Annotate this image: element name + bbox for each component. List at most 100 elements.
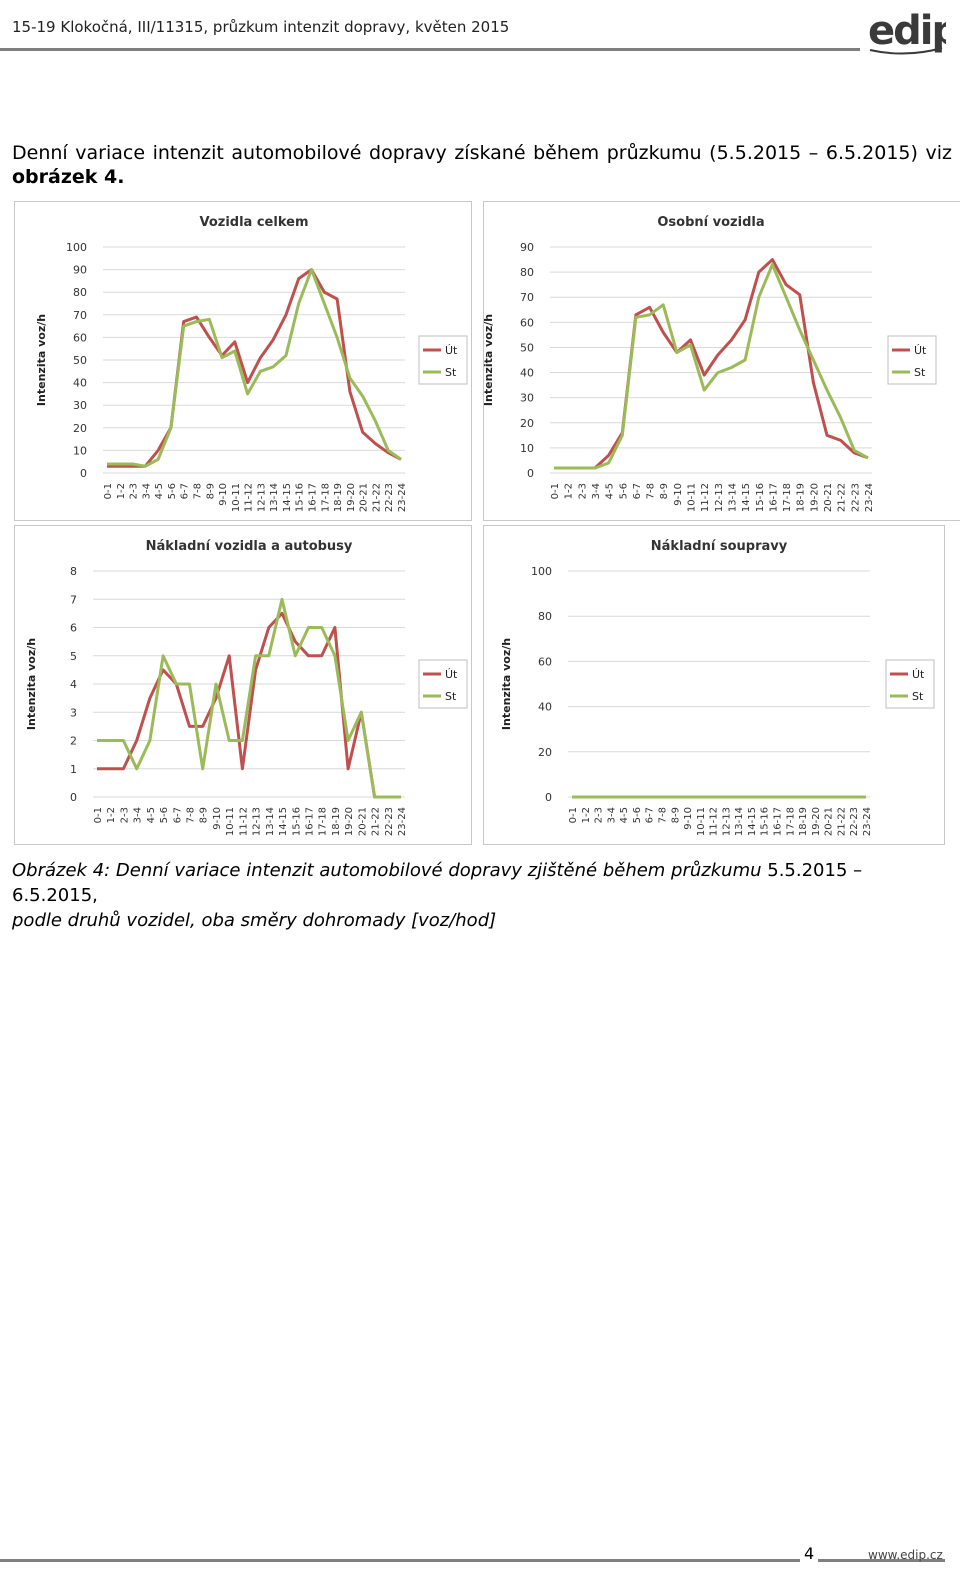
x-tick-label: 3-4	[133, 807, 144, 823]
y-tick-label: 100	[66, 241, 87, 254]
x-tick-label: 0-1	[93, 807, 104, 823]
legend-box	[418, 335, 468, 385]
x-tick-label: 14-15	[278, 807, 289, 836]
x-tick-label: 9-10	[212, 807, 223, 830]
y-tick-label: 0	[80, 467, 87, 480]
x-tick-label: 21-22	[371, 483, 382, 512]
legend-box	[885, 659, 935, 709]
x-tick-label: 5-6	[618, 483, 629, 499]
x-tick-label: 23-24	[397, 807, 408, 836]
y-tick-label: 90	[520, 241, 534, 254]
chart-vozidla-celkem: Vozidla celkem 0 10 20 30 40 50 60 70 80 90 100 Inte…	[14, 201, 472, 521]
x-tick-label: 7-8	[192, 483, 203, 499]
x-tick-label: 11-12	[700, 483, 711, 512]
y-tick-label: 50	[73, 354, 87, 367]
x-tick-label: 3-4	[141, 483, 152, 499]
chart-title: Osobní vozidla	[657, 215, 764, 230]
x-tick-label: 5-6	[159, 807, 170, 823]
y-axis-label: Intenzita voz/h	[25, 638, 38, 730]
y-tick-label: 70	[73, 309, 87, 322]
x-tick-label: 12-13	[252, 807, 263, 836]
x-tick-label: 20-21	[357, 807, 368, 836]
x-tick-label: 15-16	[760, 807, 771, 836]
x-tick-label: 17-18	[782, 483, 793, 512]
x-tick-label: 0-1	[568, 807, 579, 823]
legend-label: St	[914, 366, 926, 379]
x-tick-label: 21-22	[371, 807, 382, 836]
y-tick-label: 0	[545, 791, 552, 804]
x-tick-label: 3-4	[606, 807, 617, 823]
document-header-title: 15-19 Klokočná, III/11315, průzkum inten…	[12, 18, 510, 36]
legend-label: Út	[445, 668, 458, 681]
x-tick-label: 20-21	[824, 807, 835, 836]
y-tick-label: 5	[70, 650, 77, 663]
y-tick-label: 7	[70, 593, 77, 606]
x-tick-label: 14-15	[747, 807, 758, 836]
x-tick-label: 14-15	[741, 483, 752, 512]
x-tick-label: 19-20	[344, 807, 355, 836]
x-tick-label: 4-5	[146, 807, 157, 823]
x-tick-label: 19-20	[346, 483, 357, 512]
x-tick-label: 10-11	[696, 807, 707, 836]
y-tick-label: 2	[70, 735, 77, 748]
y-tick-label: 30	[520, 392, 534, 405]
x-tick-label: 6-7	[180, 483, 191, 499]
chart-svg: Osobní vozidla 0 10 20 30 40 50 60 70 80 90 Intenzi…	[484, 215, 937, 512]
x-tick-label: 5-6	[632, 807, 643, 823]
x-tick-label: 8-9	[205, 483, 216, 499]
x-tick-label: 18-19	[798, 807, 809, 836]
y-tick-label: 60	[520, 316, 534, 329]
series-line-st	[107, 268, 402, 468]
x-tick-label: 23-24	[397, 483, 408, 512]
x-tick-label: 8-9	[199, 807, 210, 823]
x-tick-label: 22-23	[849, 807, 860, 836]
y-tick-label: 40	[538, 701, 552, 714]
x-tick-label: 4-5	[619, 807, 630, 823]
x-tick-label: 16-17	[768, 483, 779, 512]
y-tick-label: 50	[520, 341, 534, 354]
caption-dates: 5.5.2015 – 6.5.2015,	[12, 860, 863, 906]
x-tick-label: 2-3	[119, 807, 130, 823]
series-line-st	[97, 597, 401, 799]
chart-title: Nákladní vozidla a autobusy	[146, 539, 353, 554]
chart-svg: Nákladní soupravy 0 20 40 60 80 100 Intenzita v…	[500, 539, 935, 836]
x-tick-label: 4-5	[605, 483, 616, 499]
x-tick-label: 13-14	[265, 807, 276, 836]
y-tick-label: 100	[531, 565, 552, 578]
y-tick-label: 4	[70, 678, 77, 691]
x-tick-label: 12-13	[721, 807, 732, 836]
x-tick-label: 12-13	[256, 483, 267, 512]
legend-box	[418, 659, 468, 709]
intro-figure-ref: obrázek 4.	[12, 166, 125, 188]
series-line-ut	[107, 268, 402, 468]
x-tick-label: 0-1	[550, 483, 561, 499]
y-tick-label: 90	[73, 264, 87, 277]
y-tick-label: 0	[527, 467, 534, 480]
x-tick-label: 4-5	[154, 483, 165, 499]
x-tick-label: 19-20	[809, 483, 820, 512]
y-tick-label: 20	[538, 746, 552, 759]
y-tick-label: 20	[520, 417, 534, 430]
caption-line-2: podle druhů vozidel, oba směry dohromady…	[12, 910, 497, 931]
caption-text: Obrázek 4: Denní variace intenzit automo…	[12, 860, 762, 881]
y-tick-label: 40	[73, 377, 87, 390]
y-axis-label: Intenzita voz/h	[500, 638, 513, 730]
x-tick-label: 7-8	[186, 807, 197, 823]
y-tick-label: 20	[73, 422, 87, 435]
x-tick-label: 22-23	[384, 483, 395, 512]
x-tick-label: 16-17	[308, 483, 319, 512]
x-tick-label: 11-12	[244, 483, 255, 512]
x-tick-label: 6-7	[645, 807, 656, 823]
chart-osobni-vozidla: Osobní vozidla 0 10 20 30 40 50 60 70 80 90 Intenzi…	[483, 201, 960, 521]
x-tick-label: 9-10	[683, 807, 694, 830]
footer-divider	[0, 1559, 945, 1562]
y-tick-label: 40	[520, 367, 534, 380]
x-tick-label: 8-9	[659, 483, 670, 499]
legend-label: St	[912, 690, 924, 703]
x-tick-label: 1-2	[116, 483, 127, 499]
series-line-st	[554, 263, 869, 470]
x-tick-label: 17-18	[785, 807, 796, 836]
edip-logo: edip	[866, 4, 960, 56]
y-tick-label: 30	[73, 399, 87, 412]
x-tick-label: 22-23	[384, 807, 395, 836]
